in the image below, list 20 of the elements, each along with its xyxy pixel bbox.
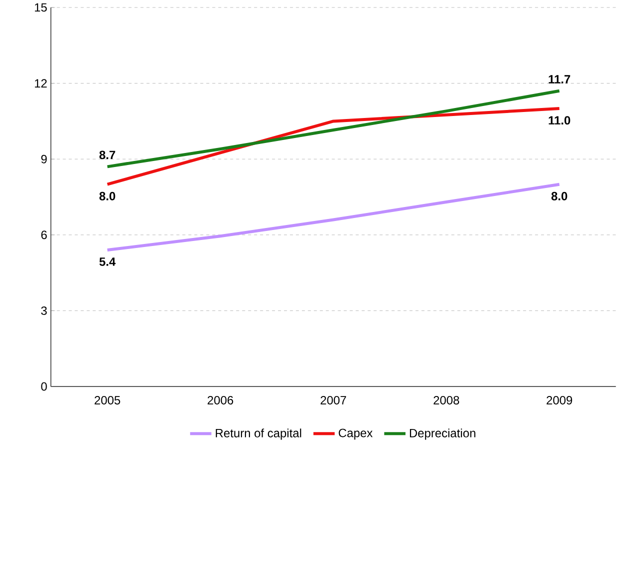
y-tick-label: 15 <box>34 3 47 12</box>
data-label: 8.7 <box>99 150 116 160</box>
data-label: 8.0 <box>551 192 568 200</box>
y-tick-label: 9 <box>41 154 47 164</box>
x-tick-label: 2005 <box>94 396 120 404</box>
x-tick-label: 2008 <box>434 396 460 404</box>
x-tick-label: 2006 <box>208 396 234 404</box>
legend-label: Capex <box>338 428 373 440</box>
legend-label: Depreciation <box>410 428 476 440</box>
data-label: 8.0 <box>99 192 116 200</box>
legend-label: Return of capital <box>216 428 302 440</box>
data-label: 11.0 <box>548 116 570 125</box>
y-tick-label: 0 <box>41 382 47 391</box>
data-label: 11.7 <box>548 75 570 84</box>
x-tick-label: 2007 <box>320 396 346 404</box>
y-tick-label: 6 <box>41 230 47 240</box>
x-tick-label: 2009 <box>546 396 572 404</box>
y-tick-label: 3 <box>41 306 47 315</box>
data-label: 5.4 <box>99 258 116 266</box>
y-tick-label: 12 <box>34 79 47 88</box>
